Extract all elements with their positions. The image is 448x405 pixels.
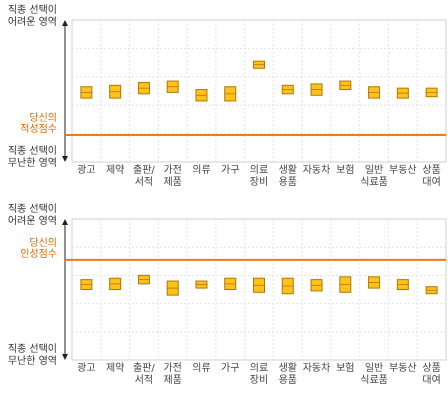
y-top-region-label: 직종 선택이 어려운 영역 [8,203,57,227]
score-label-line: 적성점수 [20,123,57,135]
y-top-region-label-line: 어려운 영역 [8,16,57,28]
category-label-line: 일반 [365,362,383,374]
category-label: 의료 장비 [250,164,268,188]
category-label: 제약 [106,362,124,374]
category-label-line: 의료 [250,164,268,176]
category-label: 자동차 [303,164,331,176]
category-label: 생활 용품 [279,361,297,386]
category-label-line: 가구 [221,362,239,374]
category-label-line: 출판/ [133,362,155,374]
category-label-line: 장비 [250,176,268,188]
arrow-up-icon [62,219,68,225]
category-label-line: 광고 [77,362,95,374]
category-label: 자동차 [303,362,331,374]
arrow-down-icon [62,354,68,360]
category-label-line: 제품 [163,374,181,386]
category-label-line: 용품 [279,374,297,386]
score-label-line: 당신의 [29,112,57,124]
category-label-line: 상품 [422,164,440,176]
category-label-line: 가전 [163,164,181,176]
arrow-up-icon [62,20,68,26]
category-label: 생활 용품 [279,163,297,188]
category-label-line: 자동차 [303,362,331,374]
category-label-line: 상품 [422,362,440,374]
category-label: 출판/서적 [133,164,155,188]
category-label: 상품 대여 [422,164,440,188]
category-label: 일반 식료품 [360,362,388,386]
category-label-line: 식료품 [360,374,388,386]
category-label: 광고 [77,164,95,176]
category-label-line: 식료품 [360,176,388,188]
category-label: 부동산 [389,164,417,176]
category-label: 보험 [336,362,354,374]
category-label: 광고 [77,362,95,374]
category-label-line: 광고 [77,164,95,176]
category-label: 가구 [221,164,239,176]
category-label: 부동산 [389,362,417,374]
category-label-line: 출판/ [133,164,155,176]
y-top-region-label: 직종 선택이 어려운 영역 [8,4,57,28]
y-bottom-region-label-line: 무난한 영역 [8,157,57,169]
category-label-line: 자동차 [303,164,331,176]
score-label: 당신의 인성점수 [20,237,57,260]
category-label: 출판/서적 [133,362,155,386]
category-label-line: 보험 [336,164,354,176]
y-bottom-region-label-line: 직종 선택이 [8,145,57,157]
category-label-line: 부동산 [389,362,417,374]
category-label: 가전 제품 [163,362,181,386]
category-label: 의류 [192,362,210,374]
plot-frame [71,19,447,163]
category-label: 제약 [106,164,124,176]
y-top-region-label-line: 어려운 영역 [8,215,57,227]
category-label: 상품 대여 [422,362,440,386]
category-label: 가구 [221,362,239,374]
category-label-line: 의류 [192,164,210,176]
category-label-line: 의류 [192,362,210,374]
category-label-line: 의료 [250,362,268,374]
category-label-line: 제약 [106,362,124,374]
category-label-line: 가전 [163,362,181,374]
y-bottom-region-label-line: 무난한 영역 [8,355,57,367]
score-label: 당신의 적성점수 [20,112,57,135]
arrow-down-icon [62,156,68,162]
category-label-line: 제품 [163,176,181,188]
category-label-line: 서적 [135,176,153,188]
category-label: 의료 장비 [250,362,268,386]
category-label-line: 부동산 [389,164,417,176]
y-bottom-region-label-line: 직종 선택이 [8,343,57,355]
category-label-line: 용품 [279,176,297,188]
category-label-line: 대여 [422,374,440,386]
score-label-line: 인성점수 [20,248,57,260]
category-label-line: 장비 [250,374,268,386]
score-label-line: 당신의 [29,237,57,249]
category-label: 의류 [192,164,210,176]
category-label-line: 제약 [106,164,124,176]
category-label-line: 일반 [365,164,383,176]
category-label: 일반 식료품 [360,164,388,188]
y-top-region-label-line: 직종 선택이 [8,4,57,16]
y-top-region-label-line: 직종 선택이 [8,203,57,215]
category-label-line: 가구 [221,164,239,176]
y-bottom-region-label: 직종 선택이 무난한 영역 [8,145,57,169]
y-bottom-region-label: 직종 선택이 무난한 영역 [8,343,57,367]
category-label-line: 서적 [135,374,153,386]
category-label: 보험 [336,164,354,176]
category-label-line: 대여 [422,176,440,188]
category-label: 가전 제품 [163,164,181,188]
category-label-line: 생활 [279,361,297,374]
category-label-line: 생활 [279,163,297,176]
category-label-line: 보험 [336,362,354,374]
